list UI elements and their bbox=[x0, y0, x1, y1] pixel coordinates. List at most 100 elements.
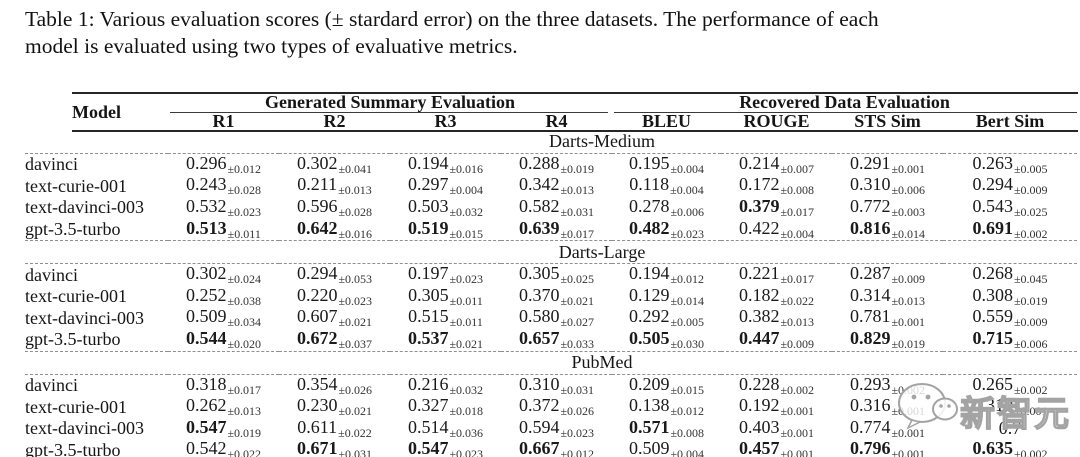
table-row: gpt-3.5-turbo 0.544±0.020 0.672±0.037 0.537… bbox=[25, 328, 1078, 352]
score-cell: 0.291±0.001 bbox=[832, 153, 943, 175]
score-value: 0.635 bbox=[972, 438, 1013, 457]
score-cell: 0.327±0.018 bbox=[390, 396, 501, 418]
score-value: 0.293 bbox=[849, 373, 891, 394]
score-value: 0.262 bbox=[185, 395, 227, 416]
score-value: 0.772 bbox=[849, 196, 891, 217]
score-cell: 0.607±0.021 bbox=[279, 307, 390, 329]
score-stderr: ±0.002 bbox=[891, 382, 926, 397]
score-value: 0.370 bbox=[518, 284, 560, 305]
score-stderr: ±0.002 bbox=[1013, 226, 1048, 241]
results-table-body: Darts-Medium davinci 0.296±0.012 0.302±0.04… bbox=[25, 130, 1078, 457]
score-value: 0.310 bbox=[972, 395, 1013, 416]
model-name: text-curie-001 bbox=[25, 175, 127, 196]
generated-group-underline bbox=[170, 111, 608, 113]
column-header-r2: R2 bbox=[323, 111, 346, 131]
score-stderr: ±0.006 bbox=[891, 183, 926, 198]
score-stderr: ±0.002 bbox=[1013, 382, 1048, 397]
score-value: 0.542 bbox=[185, 438, 227, 457]
score-stderr: ±0.037 bbox=[338, 337, 373, 352]
score-value: 0.671 bbox=[296, 438, 338, 457]
score-cell: 0.544±0.020 bbox=[168, 329, 279, 352]
score-cell: 0.509±0.004 bbox=[612, 439, 721, 457]
score-value: 0.537 bbox=[407, 328, 449, 349]
score-stderr: ±0.030 bbox=[670, 337, 705, 352]
score-cell: 0.519±0.015 bbox=[390, 218, 501, 242]
score-cell: 0.372±0.026 bbox=[501, 396, 612, 418]
score-value: 0.230 bbox=[296, 395, 338, 416]
score-stderr: ±0.012 bbox=[670, 404, 705, 419]
score-value: 0.216 bbox=[407, 373, 449, 394]
score-value: 0.194 bbox=[407, 152, 449, 173]
score-value: 0.639 bbox=[518, 217, 560, 238]
score-stderr: ±0.009 bbox=[780, 337, 815, 352]
score-cell: 0.559±0.009 bbox=[943, 307, 1077, 329]
score-cell: 0.596±0.028 bbox=[279, 197, 390, 219]
score-cell: 0.278±0.006 bbox=[612, 197, 721, 219]
column-header-model: Model bbox=[72, 101, 121, 122]
score-cell: 0.354±0.026 bbox=[279, 374, 390, 396]
score-cell: 0.7 bbox=[943, 418, 1077, 440]
score-cell: 0.192±0.001 bbox=[721, 396, 832, 418]
score-value: 0.228 bbox=[738, 373, 780, 394]
score-stderr: ±0.013 bbox=[338, 183, 372, 198]
score-value: 0.209 bbox=[628, 373, 670, 394]
score-stderr: ±0.017 bbox=[227, 382, 262, 397]
score-stderr: ±0.026 bbox=[560, 404, 595, 419]
score-value: 0.457 bbox=[738, 438, 780, 457]
model-name: davinci bbox=[25, 374, 78, 395]
score-value: 0.796 bbox=[849, 438, 891, 457]
score-cell: 0.816±0.014 bbox=[832, 218, 943, 242]
score-cell: 0.172±0.008 bbox=[721, 175, 832, 197]
score-value: 0.715 bbox=[972, 328, 1013, 349]
score-stderr: ±0.022 bbox=[780, 293, 815, 308]
score-value: 0.379 bbox=[738, 196, 780, 217]
score-value: 0.265 bbox=[972, 373, 1013, 394]
score-cell: 0.829±0.019 bbox=[832, 329, 943, 352]
score-value: 0.482 bbox=[628, 217, 670, 238]
score-value: 0.503 bbox=[407, 196, 449, 217]
group-header-recovered-data: Recovered Data Evaluation bbox=[739, 92, 950, 113]
score-value: 0.509 bbox=[185, 306, 227, 327]
score-value: 0.263 bbox=[972, 152, 1013, 173]
score-cell: 0.316±0.001 bbox=[832, 396, 943, 418]
score-stderr: ±0.006 bbox=[1013, 337, 1048, 352]
score-cell: 0.305±0.011 bbox=[390, 285, 501, 308]
table-caption: Table 1: Various evaluation scores (± st… bbox=[25, 6, 1067, 59]
score-cell: 0.310±0.001 bbox=[943, 396, 1077, 418]
score-stderr: ±0.016 bbox=[449, 161, 484, 176]
score-stderr: ±0.034 bbox=[227, 315, 262, 330]
column-header-sts-sim: STS Sim bbox=[854, 111, 921, 131]
score-stderr: ±0.001 bbox=[891, 425, 926, 440]
score-cell: 0.505±0.030 bbox=[612, 329, 721, 352]
score-cell: 0.542±0.022 bbox=[168, 439, 279, 457]
score-stderr: ±0.023 bbox=[449, 272, 484, 287]
score-stderr: ±0.004 bbox=[449, 183, 484, 198]
score-value: 0.513 bbox=[186, 217, 227, 238]
score-value: 0.657 bbox=[518, 328, 560, 349]
score-cell: 0.197±0.023 bbox=[390, 264, 501, 286]
score-stderr: ±0.022 bbox=[227, 447, 262, 457]
model-name: text-davinci-003 bbox=[25, 197, 144, 218]
score-stderr: ±0.017 bbox=[780, 272, 815, 287]
score-cell: 0.796±0.001 bbox=[832, 439, 943, 457]
score-stderr: ±0.004 bbox=[670, 447, 705, 457]
score-cell: 0.582±0.031 bbox=[501, 197, 612, 219]
score-stderr: ±0.011 bbox=[449, 293, 483, 308]
score-cell: 0.635±0.002 bbox=[943, 438, 1078, 457]
score-cell: 0.514±0.036 bbox=[390, 417, 501, 440]
score-cell: 0.447±0.009 bbox=[721, 329, 832, 352]
score-stderr: ±0.009 bbox=[891, 272, 926, 287]
score-cell: 0.580±0.027 bbox=[501, 307, 612, 329]
score-value: 0.195 bbox=[628, 152, 670, 173]
score-cell: 0.314±0.013 bbox=[832, 285, 943, 308]
recovered-group-underline bbox=[614, 111, 1077, 113]
score-value: 0.221 bbox=[738, 263, 780, 284]
score-stderr: ±0.011 bbox=[449, 315, 483, 330]
score-cell: 0.715±0.006 bbox=[943, 328, 1078, 352]
table-row: text-curie-001 0.262±0.013 0.230±0.021 0.32… bbox=[25, 396, 1077, 418]
score-cell: 0.268±0.045 bbox=[943, 264, 1077, 286]
score-value: 0.278 bbox=[628, 196, 670, 217]
table-top-rule bbox=[72, 92, 1078, 94]
score-stderr: ±0.002 bbox=[1013, 447, 1048, 457]
score-cell: 0.138±0.012 bbox=[612, 396, 721, 418]
